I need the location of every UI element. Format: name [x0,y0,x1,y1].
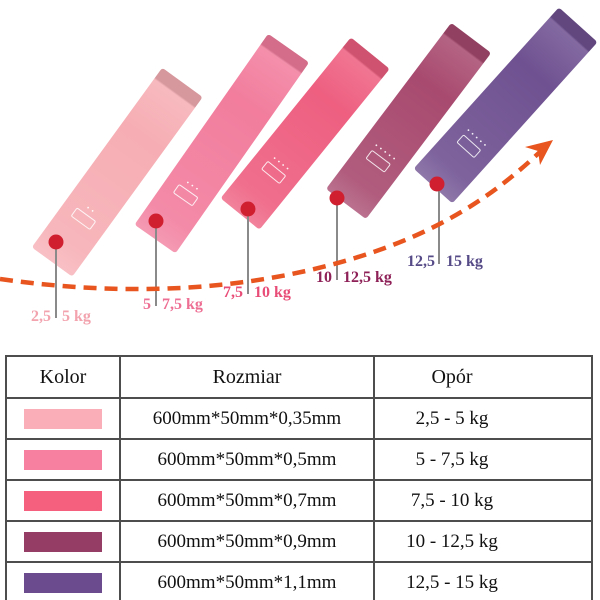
color-cell [5,438,121,481]
resistance-cell: 10 - 12,5 kg [373,520,593,563]
resistance-label-max: 5 kg [62,308,91,325]
band-print: ••••• [446,119,497,168]
resistance-cell: 7,5 - 10 kg [373,479,593,522]
color-swatch [24,449,102,470]
size-cell: 600mm*50mm*0,9mm [119,520,375,563]
resistance-label-min: 7,5 [223,284,243,301]
band-print: ••• [162,170,214,214]
band-print: •••• [251,146,302,192]
size-cell: 600mm*50mm*0,7mm [119,479,375,522]
size-cell: 600mm*50mm*0,35mm [119,397,375,440]
resistance-label-max: 10 kg [254,284,291,301]
table-row: 600mm*50mm*0,35mm 2,5 - 5 kg [5,397,593,440]
table-row: 600mm*50mm*0,9mm 10 - 12,5 kg [5,520,593,563]
color-cell [5,397,121,440]
table-row: 600mm*50mm*0,7mm 7,5 - 10 kg [5,479,593,522]
column-header-rozmiar: Rozmiar [119,355,375,399]
band-print: ••••• [355,135,406,180]
color-swatch [24,572,102,593]
resistance-label-min: 2,5 [31,308,51,325]
size-cell: 600mm*50mm*1,1mm [119,561,375,600]
color-cell [5,561,121,600]
resistance-label-min: 5 [143,296,151,313]
resistance-cell: 5 - 7,5 kg [373,438,593,481]
table-row: 600mm*50mm*1,1mm 12,5 - 15 kg [5,561,593,600]
resistance-label-max: 15 kg [446,253,483,270]
color-cell [5,479,121,522]
color-swatch [24,490,102,511]
table-row: 600mm*50mm*0,5mm 5 - 7,5 kg [5,438,593,481]
column-header-opor: Opór [373,355,593,399]
band-print: •• [60,193,112,238]
specification-table: Kolor Rozmiar Opór 600mm*50mm*0,35mm 2,5… [5,355,593,600]
size-cell: 600mm*50mm*0,5mm [119,438,375,481]
resistance-label-max: 7,5 kg [162,296,203,313]
arrowhead-icon [525,140,553,165]
color-cell [5,520,121,563]
resistance-label-max: 12,5 kg [343,269,392,286]
color-swatch [24,531,102,552]
table-header-row: Kolor Rozmiar Opór [5,355,593,399]
resistance-label-min: 12,5 [407,253,435,270]
resistance-bands-photo: •• ••• •••• ••••• ••••• [0,0,600,352]
resistance-cell: 12,5 - 15 kg [373,561,593,600]
resistance-label-min: 10 [316,269,332,286]
column-header-kolor: Kolor [5,355,121,399]
color-swatch [24,408,102,429]
resistance-cell: 2,5 - 5 kg [373,397,593,440]
